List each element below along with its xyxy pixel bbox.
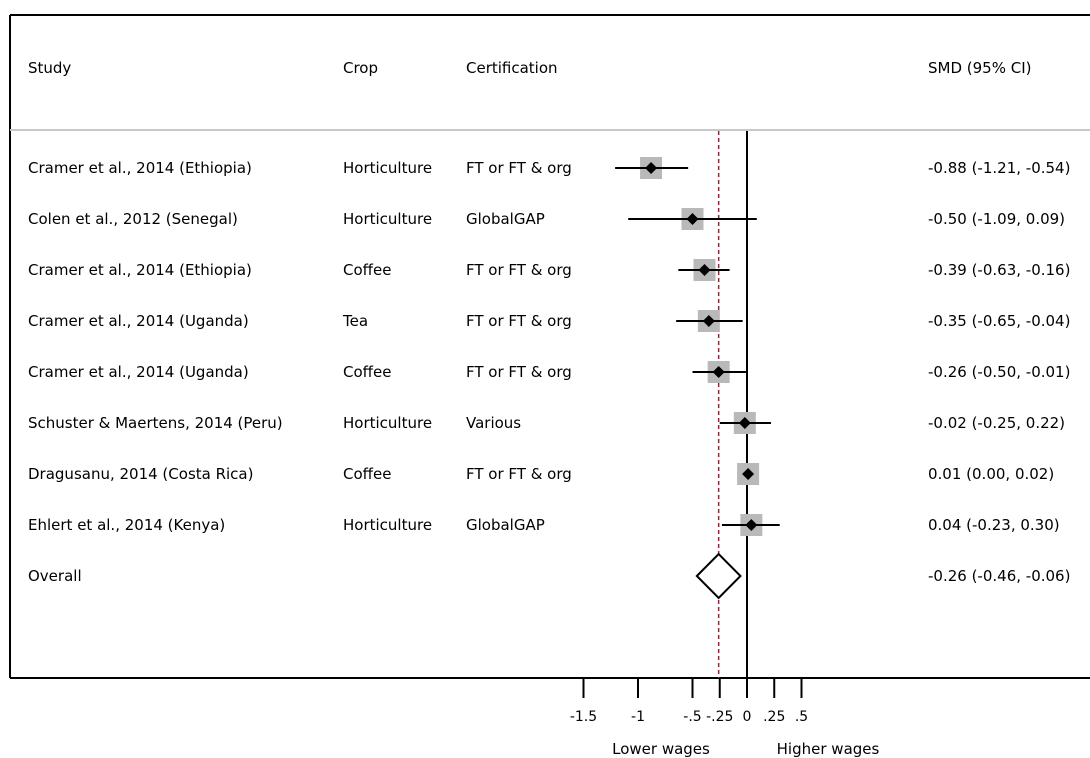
crop-label: Coffee: [343, 363, 391, 381]
certification-label: FT or FT & org: [466, 159, 572, 177]
study-row: Cramer et al., 2014 (Ethiopia) Coffee FT o…: [28, 259, 1070, 281]
point-estimate-marker: [745, 519, 758, 531]
point-estimate-marker: [742, 468, 755, 480]
certification-label: Various: [466, 414, 521, 432]
study-name: Dragusanu, 2014 (Costa Rica): [28, 465, 253, 483]
x-tick-label: -1.5: [570, 709, 597, 725]
study-row: Dragusanu, 2014 (Costa Rica) Coffee FT or …: [28, 463, 1054, 485]
crop-label: Horticulture: [343, 210, 432, 228]
study-row: Cramer et al., 2014 (Uganda) Coffee FT or …: [28, 361, 1070, 383]
point-estimate-marker: [686, 213, 699, 225]
higher-wages-label: Higher wages: [777, 740, 880, 758]
study-row: Colen et al., 2012 (Senegal) Horticulture…: [28, 208, 1065, 230]
crop-label: Horticulture: [343, 414, 432, 432]
x-tick-label: -1: [631, 709, 645, 725]
study-name: Ehlert et al., 2014 (Kenya): [28, 516, 225, 534]
study-name: Schuster & Maertens, 2014 (Peru): [28, 414, 283, 432]
certification-label: FT or FT & org: [466, 363, 572, 381]
x-tick-label: .25: [763, 709, 785, 725]
header-certification: Certification: [466, 59, 558, 77]
x-tick-label: .5: [795, 709, 808, 725]
crop-label: Coffee: [343, 465, 391, 483]
study-name: Cramer et al., 2014 (Uganda): [28, 363, 249, 381]
x-axis: -1.5 -1 -.5 -.25 0 .25 .5: [570, 678, 808, 725]
certification-label: FT or FT & org: [466, 312, 572, 330]
study-row: Cramer et al., 2014 (Uganda) Tea FT or FT …: [28, 310, 1070, 332]
study-name: Cramer et al., 2014 (Ethiopia): [28, 159, 252, 177]
header-crop: Crop: [343, 59, 378, 77]
smd-ci-label: -0.39 (-0.63, -0.16): [928, 261, 1070, 279]
study-name: Cramer et al., 2014 (Uganda): [28, 312, 249, 330]
certification-label: GlobalGAP: [466, 210, 545, 228]
smd-ci-label: -0.50 (-1.09, 0.09): [928, 210, 1065, 228]
overall-label: Overall: [28, 567, 82, 585]
smd-ci-label: 0.04 (-0.23, 0.30): [928, 516, 1060, 534]
x-tick-label: -.5: [683, 709, 701, 725]
study-row: Cramer et al., 2014 (Ethiopia) Horticultu…: [28, 157, 1070, 179]
certification-label: FT or FT & org: [466, 465, 572, 483]
point-estimate-marker: [712, 366, 725, 378]
study-rows: Cramer et al., 2014 (Ethiopia) Horticultu…: [28, 157, 1070, 600]
smd-ci-label: -0.26 (-0.50, -0.01): [928, 363, 1070, 381]
x-tick-label: 0: [743, 709, 752, 725]
crop-label: Horticulture: [343, 516, 432, 534]
header-smd: SMD (95% CI): [928, 59, 1032, 77]
study-row: Schuster & Maertens, 2014 (Peru) Horticul…: [28, 412, 1065, 434]
header-study: Study: [28, 59, 71, 77]
smd-ci-label: -0.88 (-1.21, -0.54): [928, 159, 1070, 177]
overall-smd-ci-label: -0.26 (-0.46, -0.06): [928, 567, 1070, 585]
point-estimate-marker: [698, 264, 711, 276]
smd-ci-label: 0.01 (0.00, 0.02): [928, 465, 1054, 483]
study-name: Colen et al., 2012 (Senegal): [28, 210, 238, 228]
reference-lines: [717, 131, 748, 678]
certification-label: FT or FT & org: [466, 261, 572, 279]
point-estimate-marker: [738, 417, 751, 429]
study-name: Cramer et al., 2014 (Ethiopia): [28, 261, 252, 279]
overall-row: Overall -0.26 (-0.46, -0.06): [28, 552, 1070, 600]
study-row: Ehlert et al., 2014 (Kenya) Horticulture G…: [28, 514, 1060, 536]
x-tick-label: -.25: [706, 709, 733, 725]
crop-label: Tea: [342, 312, 368, 330]
smd-ci-label: -0.02 (-0.25, 0.22): [928, 414, 1065, 432]
point-estimate-marker: [702, 315, 715, 327]
point-estimate-marker: [645, 162, 658, 174]
crop-label: Horticulture: [343, 159, 432, 177]
certification-label: GlobalGAP: [466, 516, 545, 534]
lower-wages-label: Lower wages: [612, 740, 710, 758]
smd-ci-label: -0.35 (-0.65, -0.04): [928, 312, 1070, 330]
overall-diamond: [695, 552, 742, 600]
crop-label: Coffee: [343, 261, 391, 279]
